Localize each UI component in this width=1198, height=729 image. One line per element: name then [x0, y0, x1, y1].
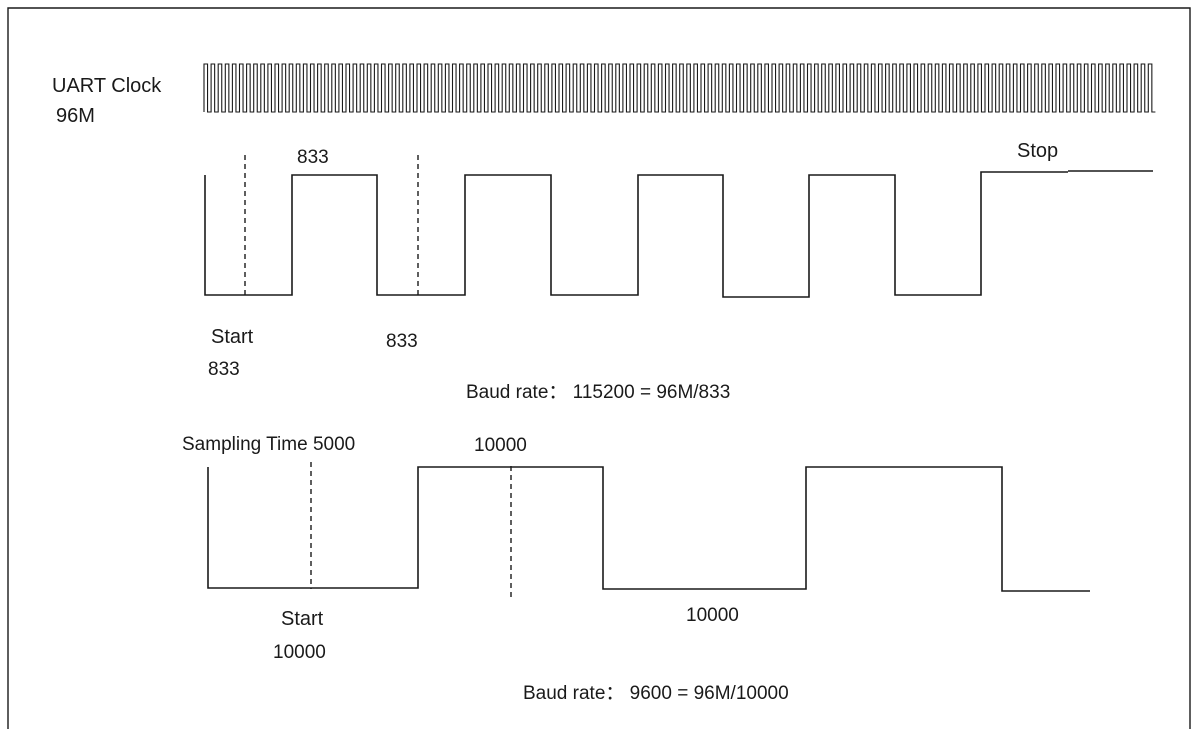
start-label-9600: Start	[281, 608, 324, 630]
stop-label-115200: Stop	[1017, 140, 1058, 162]
start-value-9600: 10000	[273, 642, 326, 663]
diagram-frame	[7, 7, 1191, 729]
bit-width-label-9600: 10000	[474, 435, 527, 456]
waveform-9600	[207, 466, 1090, 592]
sample-label-115200: 833	[386, 331, 418, 352]
start-value-115200: 833	[208, 359, 240, 380]
bit-width-label-115200: 833	[297, 147, 329, 168]
baud-rate-caption-9600: Baud rate： 9600 = 96M/10000	[523, 683, 789, 704]
start-label-115200: Start	[211, 326, 254, 348]
low-period-label-9600: 10000	[686, 605, 739, 626]
clock-label: UART Clock	[52, 75, 162, 97]
uart-clock-waveform	[203, 63, 1156, 113]
sampling-time-label-9600: Sampling Time 5000	[182, 434, 355, 455]
waveform-115200	[204, 170, 1153, 298]
clock-frequency-label: 96M	[56, 105, 95, 127]
baud-rate-caption-115200: Baud rate： 115200 = 96M/833	[466, 382, 730, 403]
